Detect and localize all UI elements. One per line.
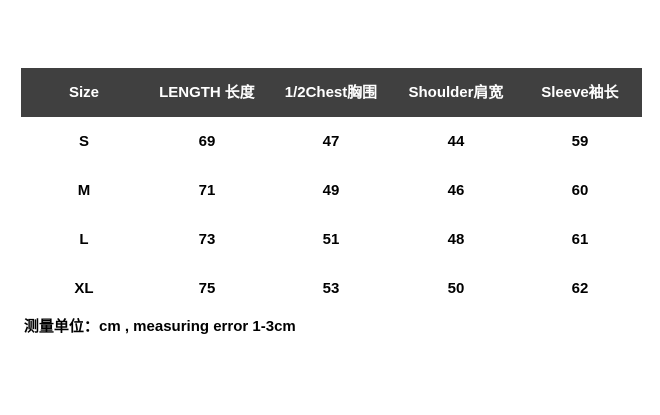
header-chest: 1/2Chest胸围: [284, 84, 378, 101]
table-row: XL 75 53 50 62: [21, 280, 642, 300]
header-sleeve: Sleeve袖长: [541, 84, 619, 101]
header-size: Size: [68, 84, 99, 101]
cell-length: 73: [198, 231, 216, 248]
table-row: L 73 51 48 61: [21, 231, 642, 251]
header-length: LENGTH 长度: [159, 84, 255, 101]
cell-size: S: [78, 133, 89, 150]
cell-shoulder: 50: [447, 280, 465, 297]
cell-sleeve: 59: [571, 133, 589, 150]
cell-size: M: [77, 182, 91, 199]
cell-sleeve: 60: [571, 182, 589, 199]
cell-length: 71: [198, 182, 216, 199]
cell-size: XL: [74, 280, 94, 297]
cell-size: L: [79, 231, 89, 248]
cell-length: 69: [198, 133, 216, 150]
cell-sleeve: 61: [571, 231, 589, 248]
cell-shoulder: 46: [447, 182, 465, 199]
cell-chest: 49: [322, 182, 340, 199]
cell-chest: 53: [322, 280, 340, 297]
measurement-note: 测量单位：cm , measuring error 1-3cm: [24, 318, 296, 335]
cell-chest: 47: [322, 133, 340, 150]
header-shoulder: Shoulder肩宽: [408, 84, 504, 101]
table-row: S 69 47 44 59: [21, 133, 642, 153]
cell-sleeve: 62: [571, 280, 589, 297]
cell-chest: 51: [322, 231, 340, 248]
table-header: Size LENGTH 长度 1/2Chest胸围 Shoulder肩宽 Sle…: [21, 68, 642, 117]
cell-shoulder: 48: [447, 231, 465, 248]
cell-shoulder: 44: [447, 133, 465, 150]
table-row: M 71 49 46 60: [21, 182, 642, 202]
cell-length: 75: [198, 280, 216, 297]
